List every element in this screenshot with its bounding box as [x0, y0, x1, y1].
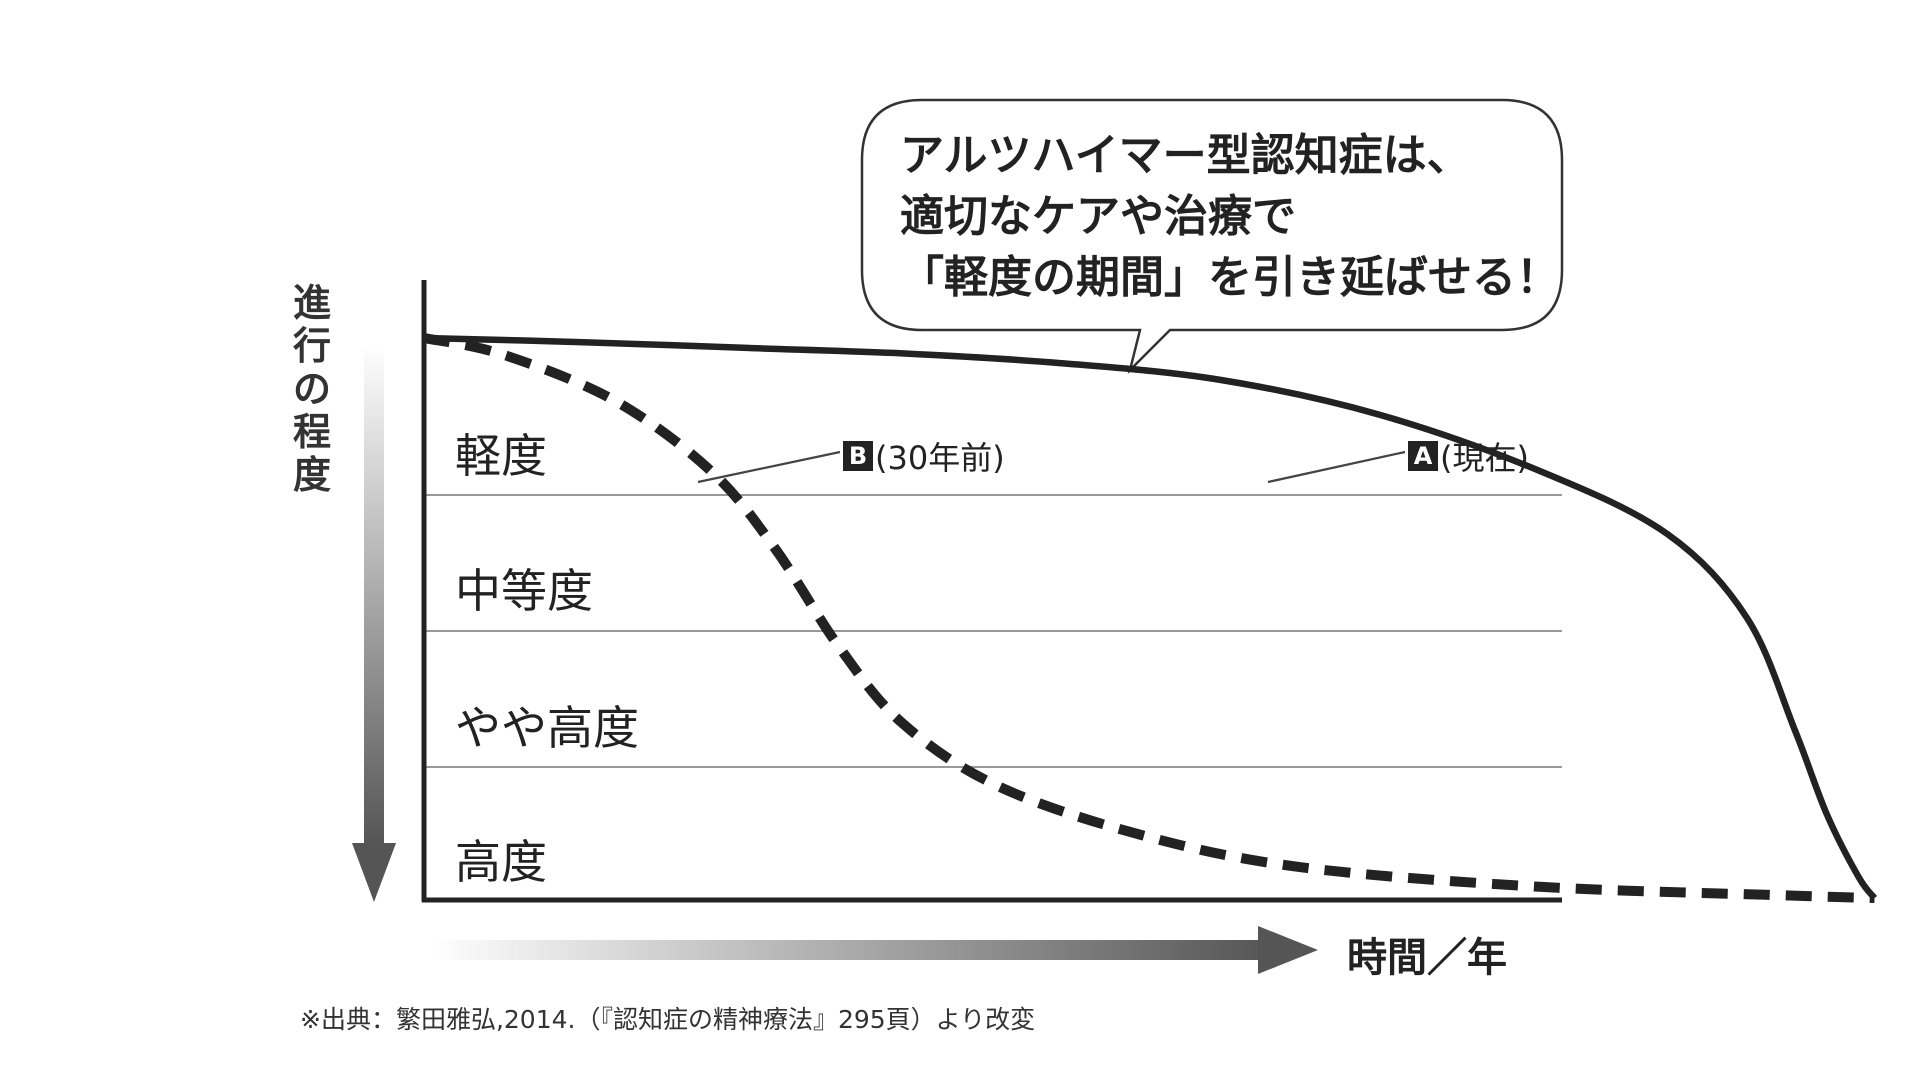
series-a-label: A (現在): [1408, 433, 1529, 479]
band-label-moderately-severe: やや高度: [455, 692, 639, 758]
series-b-leader: [698, 452, 840, 482]
source-note: ※出典：繁田雅弘,2014.（『認知症の精神療法』295頁）より改変: [300, 1000, 1035, 1036]
y-arrow-head: [352, 843, 396, 902]
series-b-text: (30年前): [875, 433, 1005, 479]
series-b-line: [424, 338, 1875, 898]
callout-line: アルツハイマー型認知症は、: [900, 125, 1550, 186]
band-label-mild: 軽度: [455, 420, 547, 486]
series-a-marker: A: [1408, 441, 1438, 471]
series-b-marker: B: [843, 441, 873, 471]
series-a-leader: [1268, 452, 1405, 482]
series-a-line: [424, 338, 1875, 898]
series-b-label: B (30年前): [843, 433, 1005, 479]
band-label-severe: 高度: [455, 826, 547, 892]
callout-line: 適切なケアや治療で: [900, 186, 1550, 247]
x-arrow-head: [1258, 926, 1318, 974]
y-arrow-shaft: [364, 345, 384, 845]
y-axis-label: 進行の程度: [290, 282, 334, 497]
x-arrow-shaft: [430, 940, 1270, 960]
callout-line: 「軽度の期間」を引き延ばせる！: [900, 247, 1550, 308]
band-label-moderate: 中等度: [455, 555, 593, 621]
series-a-text: (現在): [1440, 433, 1529, 479]
callout-text: アルツハイマー型認知症は、 適切なケアや治療で 「軽度の期間」を引き延ばせる！: [900, 125, 1550, 308]
x-axis-label: 時間／年: [1347, 925, 1507, 983]
